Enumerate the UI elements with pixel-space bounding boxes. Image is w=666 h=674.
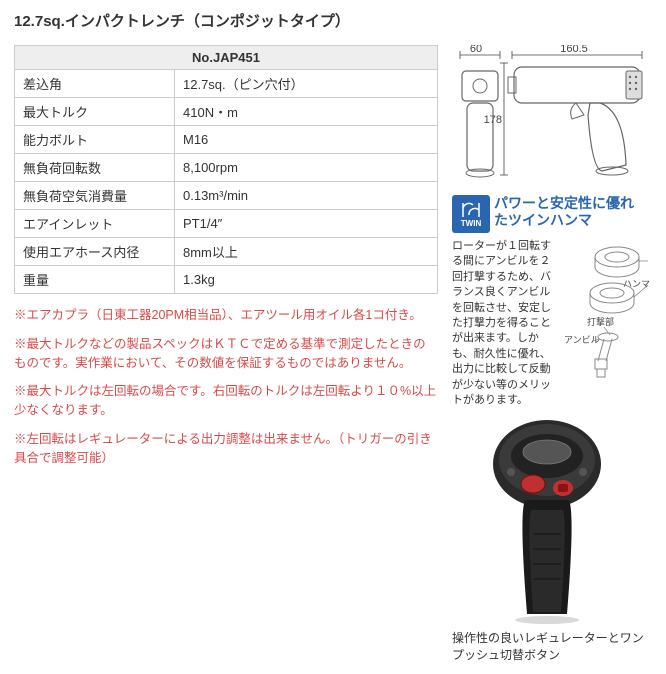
spec-label: 無負荷空気消費量	[15, 182, 175, 210]
twin-icon: TWIN	[452, 195, 490, 233]
model-header: No.JAP451	[15, 46, 438, 70]
twin-exploded-diagram: ハンマ 打撃部 アンビル	[562, 239, 652, 379]
twin-description: ローターが１回転する間にアンビルを２回打撃するため、バランス良くアンビルを回転さ…	[452, 239, 558, 408]
twin-title-l1: パワーと安定性に優れ	[494, 195, 634, 211]
table-row: No.JAP451	[15, 46, 438, 70]
note-text: ※最大トルクなどの製品スペックはＫＴＣで定める基準で測定したときのものです。実作…	[14, 335, 438, 373]
hammer-label: ハンマ	[623, 279, 650, 289]
spec-value: M16	[175, 126, 438, 154]
dimension-svg: 60 160.5 178	[452, 45, 652, 185]
table-row: 能力ボルトM16	[15, 126, 438, 154]
main-layout: No.JAP451 差込角12.7sq.（ピン穴付） 最大トルク410N・m 能…	[14, 45, 652, 664]
spec-value: PT1/4″	[175, 210, 438, 238]
dimension-diagram: 60 160.5 178	[452, 45, 652, 185]
twin-icon-label: TWIN	[461, 219, 481, 228]
strike-label: 打撃部	[587, 316, 614, 327]
spec-label: 最大トルク	[15, 98, 175, 126]
spec-value: 8mm以上	[175, 238, 438, 266]
twin-title: パワーと安定性に優れ たツインハンマ	[494, 195, 634, 229]
right-column: 60 160.5 178	[452, 45, 652, 664]
table-row: エアインレットPT1/4″	[15, 210, 438, 238]
twin-title-l2: たツインハンマ	[494, 212, 592, 228]
table-row: 最大トルク410N・m	[15, 98, 438, 126]
note-text: ※エアカプラ（日東工器20PM相当品）、エアツール用オイル各1コ付き。	[14, 306, 438, 325]
table-row: 差込角12.7sq.（ピン穴付）	[15, 70, 438, 98]
spec-table: No.JAP451 差込角12.7sq.（ピン穴付） 最大トルク410N・m 能…	[14, 45, 438, 294]
dim-w2: 160.5	[560, 45, 588, 55]
spec-label: 使用エアホース内径	[15, 238, 175, 266]
note-text: ※左回転はレギュレーターによる出力調整は出来ません。（トリガーの引き具合で調整可…	[14, 430, 438, 468]
page-title: 12.7sq.インパクトレンチ（コンポジットタイプ）	[14, 10, 652, 31]
table-row: 使用エアホース内径8mm以上	[15, 238, 438, 266]
twin-feature-header: TWIN パワーと安定性に優れ たツインハンマ	[452, 195, 652, 233]
spec-label: エアインレット	[15, 210, 175, 238]
spec-value: 8,100rpm	[175, 154, 438, 182]
table-row: 無負荷空気消費量0.13m³/min	[15, 182, 438, 210]
spec-value: 1.3kg	[175, 266, 438, 294]
note-text: ※最大トルクは左回転の場合です。右回転のトルクは左回転より１０%以上少なくなりま…	[14, 382, 438, 420]
left-column: No.JAP451 差込角12.7sq.（ピン穴付） 最大トルク410N・m 能…	[14, 45, 438, 664]
spec-value: 410N・m	[175, 98, 438, 126]
table-row: 無負荷回転数8,100rpm	[15, 154, 438, 182]
dim-w1: 60	[470, 45, 482, 55]
spec-value: 12.7sq.（ピン穴付）	[175, 70, 438, 98]
spec-label: 無負荷回転数	[15, 154, 175, 182]
spec-label: 差込角	[15, 70, 175, 98]
product-photo	[452, 414, 642, 624]
spec-label: 重量	[15, 266, 175, 294]
twin-body: ローターが１回転する間にアンビルを２回打撃するため、バランス良くアンビルを回転さ…	[452, 239, 652, 408]
photo-caption: 操作性の良いレギュレーターとワンプッシュ切替ボタン	[452, 630, 652, 664]
anvil-label: アンビル	[564, 335, 600, 345]
spec-value: 0.13m³/min	[175, 182, 438, 210]
spec-label: 能力ボルト	[15, 126, 175, 154]
table-row: 重量1.3kg	[15, 266, 438, 294]
